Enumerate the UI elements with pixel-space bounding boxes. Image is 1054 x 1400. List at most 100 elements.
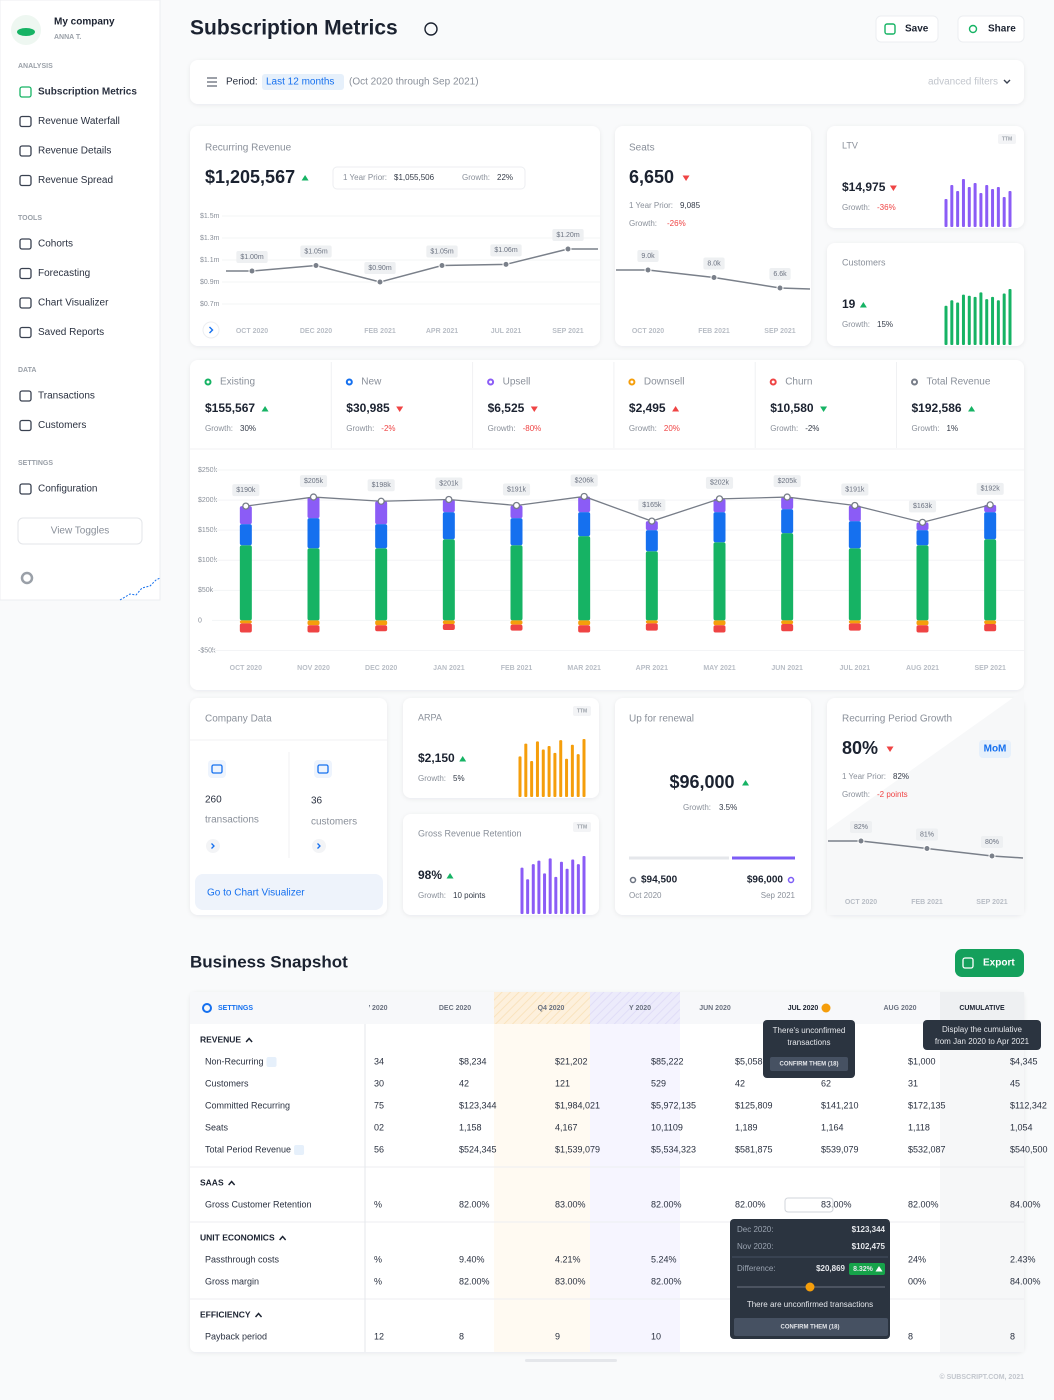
bar-segment: [307, 548, 320, 621]
nav-item[interactable]: Revenue Spread: [38, 175, 113, 186]
tooltip: [923, 1020, 1041, 1050]
nav-item[interactable]: Revenue Waterfall: [38, 116, 120, 127]
spark-bar: [570, 744, 574, 797]
spark-bar: [524, 743, 528, 797]
trend-arrow: [261, 406, 269, 412]
expand-button[interactable]: [202, 321, 220, 339]
total-label: $202k: [710, 480, 730, 487]
link-label[interactable]: Go to Chart Visualizer: [207, 888, 305, 899]
row-label: Seats: [205, 1122, 229, 1132]
total-label-bg: [841, 483, 869, 496]
spark-bar: [530, 761, 534, 797]
point-label-bg: [364, 262, 396, 274]
kpi-value: $2,495: [629, 401, 666, 415]
cell: 84.00%: [1010, 1276, 1041, 1286]
kpi-value: 80%: [842, 738, 878, 758]
cell: 00%: [908, 1276, 926, 1286]
point: [312, 262, 320, 269]
card-title: LTV: [842, 140, 858, 150]
confirm-button[interactable]: [734, 1318, 888, 1336]
total-label-bg: [367, 479, 395, 492]
bar-segment: [442, 620, 455, 625]
period-value[interactable]: Last 12 months: [266, 77, 334, 88]
tag-label[interactable]: MoM: [984, 744, 1007, 755]
save-button[interactable]: [875, 15, 939, 43]
settings-label[interactable]: SETTINGS: [218, 1005, 253, 1012]
trend-arrow: [530, 406, 538, 412]
card: [615, 126, 811, 346]
nav-item[interactable]: Cohorts: [38, 239, 73, 250]
x-tick-label: SEP 2021: [976, 899, 1008, 906]
bar-segment: [713, 512, 726, 543]
bar-segment: [578, 536, 591, 621]
growth-label: Growth:: [842, 790, 870, 799]
y-tick-label: $1.1m: [200, 257, 220, 264]
tooltip-text: Dec 2020:: [737, 1225, 773, 1234]
point: [923, 845, 931, 852]
section-title[interactable]: SAAS: [200, 1177, 224, 1187]
bar-segment: [645, 620, 658, 624]
prior-box: [332, 166, 526, 190]
bar-segment: [307, 620, 320, 626]
cell: $112,342: [1010, 1100, 1047, 1110]
nav-item[interactable]: Configuration: [38, 484, 97, 495]
cell: 62: [821, 1078, 831, 1088]
x-tick-label: AUG 2021: [906, 665, 939, 672]
tag: [573, 706, 591, 716]
bar-segment: [848, 521, 861, 549]
kpi-value: $14,975: [842, 180, 886, 194]
nav-item[interactable]: Chart Visualizer: [38, 298, 109, 309]
advanced-filters[interactable]: advanced filters: [928, 77, 998, 88]
point: [988, 852, 996, 860]
kpi-value: $10,580: [770, 401, 814, 415]
cell: 5.24%: [651, 1254, 677, 1264]
bar-segment: [848, 505, 861, 522]
bar-segment: [713, 542, 726, 621]
confirm-label[interactable]: CONFIRM THEM (18): [780, 1062, 839, 1068]
point-label-bg: [300, 245, 332, 258]
growth-value: 1%: [947, 424, 959, 433]
nav-item[interactable]: Subscription Metrics: [38, 87, 137, 98]
tooltip: [730, 1219, 890, 1339]
icon-bg: [314, 760, 332, 778]
spark-bar: [991, 189, 995, 227]
bar-segment: [307, 625, 320, 633]
confirm-button[interactable]: [770, 1057, 848, 1071]
legend-label: Churn: [785, 377, 812, 388]
spark-bar: [973, 183, 977, 227]
toggle-button-label[interactable]: View Toggles: [51, 526, 110, 537]
nav-icon: [19, 115, 32, 128]
total-point: [242, 502, 250, 510]
confirm-label[interactable]: CONFIRM THEM (18): [781, 1325, 840, 1331]
nav-item[interactable]: Transactions: [38, 391, 95, 402]
nav-item[interactable]: Forecasting: [38, 268, 90, 279]
spark-bar: [543, 873, 547, 914]
section-title[interactable]: REVENUE: [200, 1034, 241, 1044]
share-button[interactable]: [957, 15, 1025, 43]
nav-item[interactable]: Saved Reports: [38, 327, 104, 338]
spark-bar: [576, 864, 580, 914]
nav-item[interactable]: Customers: [38, 420, 86, 431]
section-title[interactable]: UNIT ECONOMICS: [200, 1232, 275, 1242]
link-button[interactable]: [195, 874, 383, 910]
tooltip-text: Difference:: [737, 1264, 776, 1273]
spark-bar: [531, 864, 535, 914]
point: [710, 274, 718, 281]
renewal-start: $94,500: [641, 875, 678, 886]
export-button[interactable]: [955, 949, 1024, 977]
spark-bar: [565, 868, 569, 914]
open-button[interactable]: [206, 839, 220, 853]
point-label-bg: [426, 245, 458, 258]
cell: $123,344: [459, 1100, 497, 1110]
x-tick-label: SEP 2021: [552, 328, 584, 335]
column-header-highlight: [940, 992, 1024, 1024]
legend-label: Existing: [220, 377, 255, 388]
nav-item[interactable]: Revenue Details: [38, 146, 111, 157]
export-label[interactable]: Export: [983, 958, 1015, 969]
open-button[interactable]: [312, 839, 326, 853]
section-title[interactable]: EFFICIENCY: [200, 1309, 251, 1319]
column-header-highlight: [590, 992, 680, 1024]
bar-segment: [442, 499, 455, 513]
legend-dot: [345, 378, 353, 386]
cell: 24%: [908, 1254, 926, 1264]
